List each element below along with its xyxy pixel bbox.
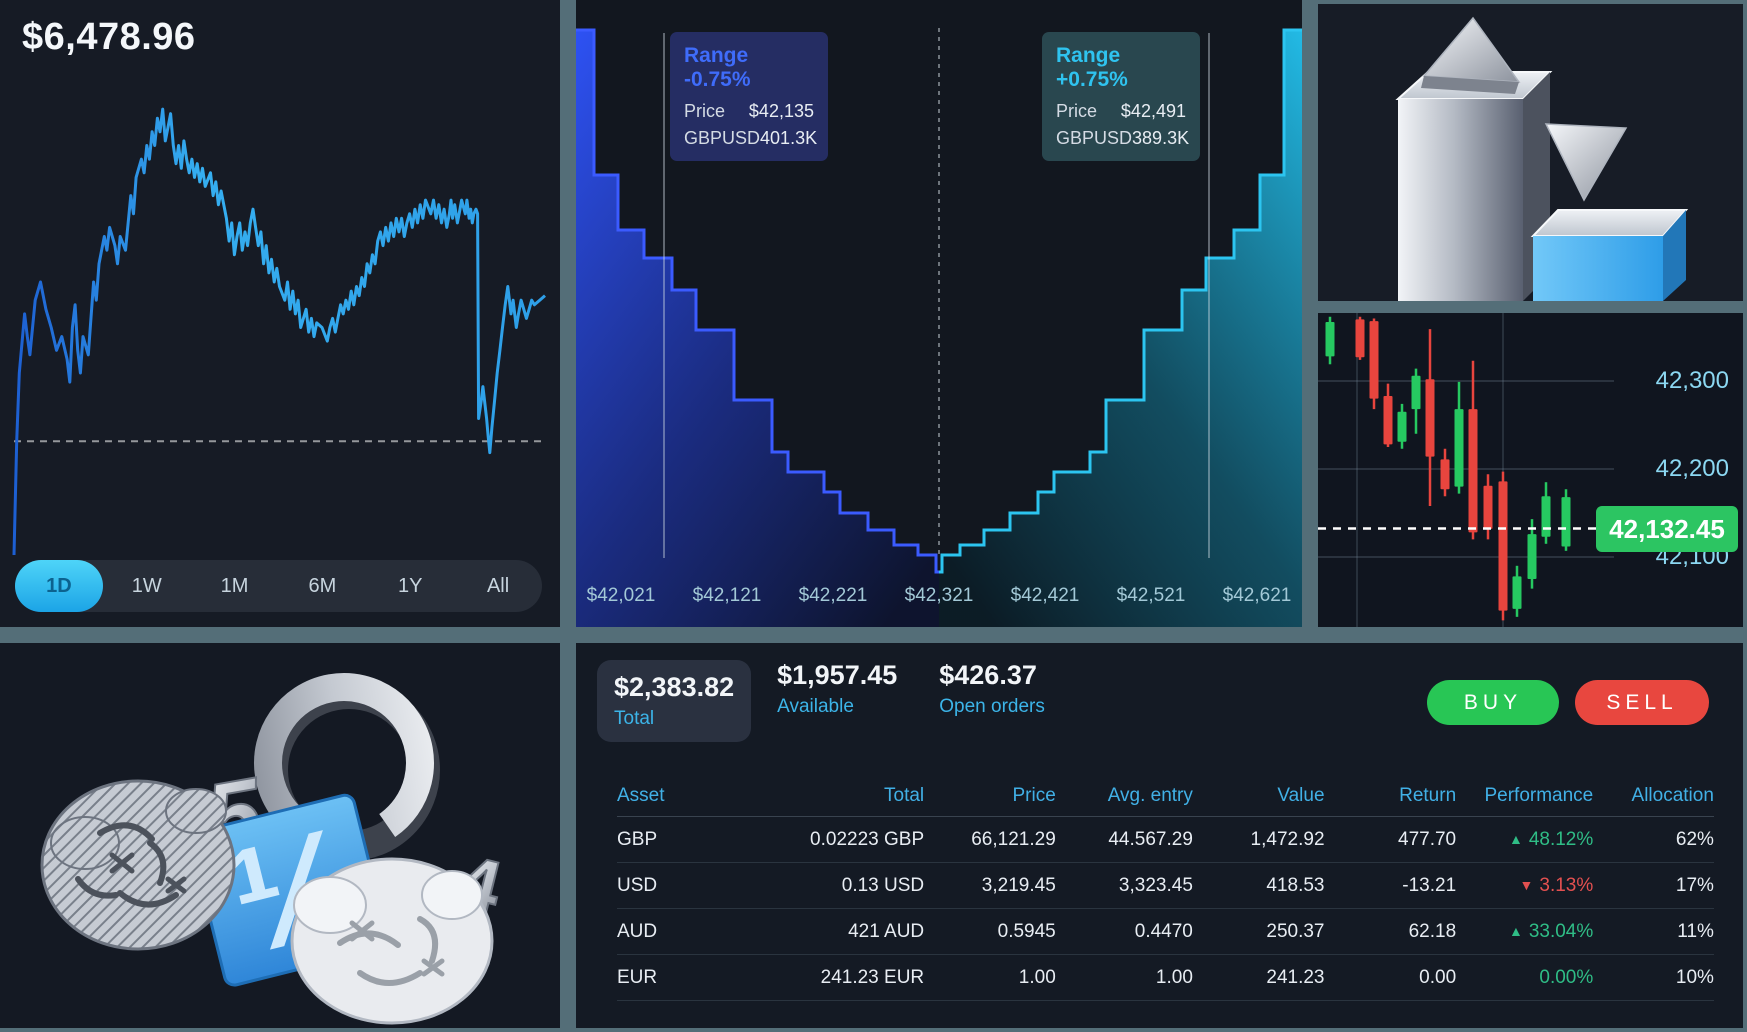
open-orders-balance: $426.37 Open orders — [939, 660, 1045, 718]
table-row-usd[interactable]: USD 0.13 USD 3,219.45 3,323.45 418.53 -1… — [617, 863, 1714, 909]
x-axis-label: $42,321 — [904, 585, 974, 606]
col-allocation: Allocation — [1631, 784, 1714, 806]
trend-arrow-icon: ▼ — [1519, 876, 1534, 893]
table-row-aud[interactable]: AUD 421 AUD 0.5945 0.4470 250.37 62.18 ▲… — [617, 909, 1714, 955]
positions-table: Asset Total Price Avg. entry Value Retur… — [617, 775, 1714, 1001]
x-axis-label: $42,621 — [1222, 585, 1292, 606]
hatched-blob — [40, 779, 236, 951]
performance-cell: ▲ 48.12% — [1508, 828, 1594, 850]
pair-label: GBPUSD — [684, 128, 761, 148]
col-performance: Performance — [1484, 784, 1594, 806]
open-orders-label: Open orders — [939, 696, 1045, 717]
timeframe-1m[interactable]: 1M — [220, 574, 249, 597]
smooth-blob — [290, 857, 494, 1025]
account-panel: $2,383.82 Total $1,957.45 Available $426… — [576, 643, 1743, 1028]
up-arrow-edge — [1421, 76, 1519, 94]
x-axis-label: $42,021 — [586, 585, 656, 606]
trend-arrow-icon: ▲ — [1508, 922, 1523, 939]
open-orders-value: $426.37 — [939, 660, 1037, 690]
price-label: Price — [1056, 101, 1098, 121]
pair-label: GBPUSD — [1056, 128, 1133, 148]
tooltip-range-label: Range +0.75% — [1056, 44, 1128, 91]
table-header: Asset Total Price Avg. entry Value Retur… — [617, 775, 1714, 817]
price-axis-label: 42,300 — [1655, 367, 1729, 394]
col-price: Price — [1012, 784, 1056, 806]
x-axis-label: $42,121 — [692, 585, 762, 606]
3d-numbers-illustration: 5 ½ 4 — [40, 673, 510, 1025]
candlestick-panel: 42,300 42,200 42,100 42,132.45 — [1318, 313, 1743, 627]
x-axis-label: $42,521 — [1116, 585, 1186, 606]
sell-button[interactable]: SELL — [1575, 680, 1709, 725]
current-price-badge: 42,132.45 — [1596, 506, 1738, 552]
timeframe-1w[interactable]: 1W — [131, 574, 162, 597]
up-arrow-icon — [1422, 16, 1521, 83]
available-balance: $1,957.45 Available — [777, 660, 897, 718]
portfolio-panel: $6,478.96 1D 1W 1M 6M 1Y All — [0, 0, 560, 627]
down-arrow-icon — [1544, 123, 1628, 202]
timeframe-selector: 1D 1W 1M 6M 1Y All — [15, 560, 542, 612]
depth-x-axis: $42,021 $42,121 $42,221 $42,321 $42,421 $42,5… — [576, 585, 1302, 611]
timeframe-1y[interactable]: 1Y — [397, 574, 423, 597]
tooltip-range-label: Range -0.75% — [684, 44, 751, 91]
table-row-gbp[interactable]: GBP 0.02223 GBP 66,121.29 44.567.29 1,47… — [617, 817, 1714, 863]
price-axis-label: 42,200 — [1655, 455, 1729, 482]
timeframe-1d[interactable]: 1D — [15, 560, 103, 612]
performance-cell: 0.00% — [1539, 966, 1594, 988]
total-label: Total — [614, 708, 655, 729]
col-value: Value — [1277, 784, 1325, 806]
account-summary: $2,383.82 Total $1,957.45 Available $426… — [597, 660, 1087, 742]
table-row-eur[interactable]: EUR 241.23 EUR 1.00 1.00 241.23 0.00 0.0… — [617, 955, 1714, 1001]
x-axis-label: $42,421 — [1010, 585, 1080, 606]
buy-button[interactable]: BUY — [1427, 680, 1559, 725]
col-total: Total — [884, 784, 925, 806]
volume-value: 389.3K — [1132, 128, 1190, 148]
price-value: $42,491 — [1120, 101, 1186, 121]
portfolio-balance: $6,478.96 — [22, 16, 196, 58]
timeframe-all[interactable]: All — [486, 574, 510, 597]
price-label: Price — [684, 101, 726, 121]
blue-bar-top — [1530, 209, 1689, 237]
blue-bar-front — [1533, 236, 1663, 301]
blue-bar-side — [1663, 210, 1686, 301]
timeframe-6m[interactable]: 6M — [308, 574, 337, 597]
performance-cell: ▲ 33.04% — [1508, 920, 1594, 942]
total-value: $2,383.82 — [614, 672, 735, 702]
depth-tooltip-ask: Range +0.75% Price $42,491 GBPUSD 389.3K — [1042, 32, 1200, 161]
order-book-depth-panel: Range -0.75% Price $42,135 GBPUSD 401.3K… — [576, 0, 1302, 627]
col-return: Return — [1399, 784, 1457, 806]
col-asset: Asset — [617, 784, 665, 806]
portfolio-line-chart[interactable] — [0, 0, 560, 627]
performance-cell: ▼ 3.13% — [1519, 874, 1594, 896]
col-avg-entry: Avg. entry — [1107, 784, 1193, 806]
numbers-illustration-panel: 5 ½ 4 — [0, 643, 560, 1028]
bars-illustration-panel — [1318, 4, 1743, 301]
volume-value: 401.3K — [760, 128, 818, 148]
depth-chart[interactable] — [576, 0, 1302, 627]
x-axis-label: $42,221 — [798, 585, 868, 606]
total-balance-card: $2,383.82 Total — [597, 660, 752, 742]
depth-tooltip-bid: Range -0.75% Price $42,135 GBPUSD 401.3K — [670, 32, 828, 161]
available-label: Available — [777, 696, 854, 717]
3d-bars-illustration — [1395, 16, 1689, 301]
available-value: $1,957.45 — [777, 660, 898, 690]
candlestick-chart[interactable] — [1318, 313, 1743, 627]
silver-bar-front — [1398, 99, 1523, 301]
trend-arrow-icon: ▲ — [1508, 830, 1523, 847]
price-value: $42,135 — [748, 101, 814, 121]
